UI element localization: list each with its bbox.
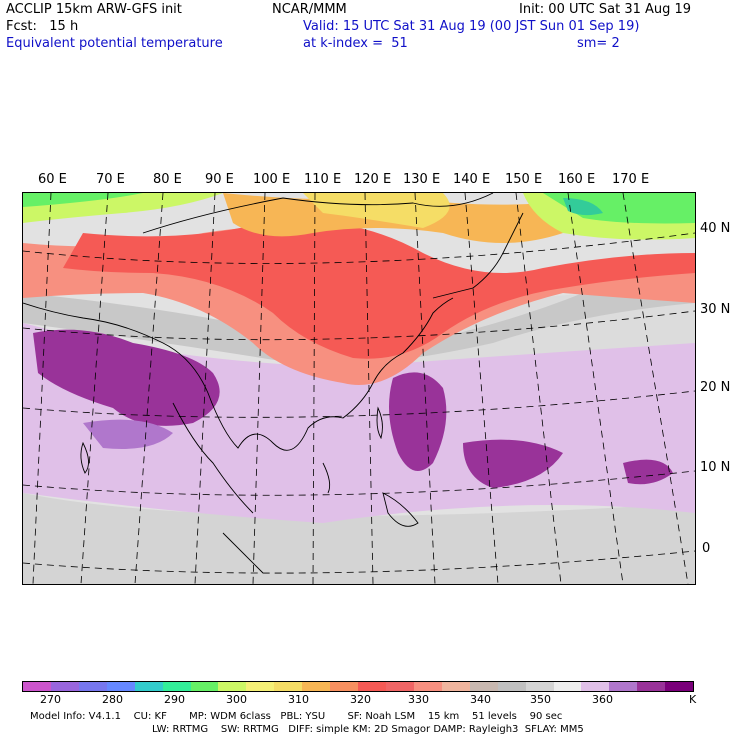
colorbar-swatch <box>581 682 610 691</box>
lon-label: 170 E <box>612 172 650 187</box>
colorbar-tick-label: 290 <box>164 693 185 706</box>
colorbar-tick-label: 320 <box>350 693 371 706</box>
colorbar-tick-label: 300 <box>226 693 247 706</box>
forecast-hour: Fcst: 15 h <box>6 19 79 34</box>
lon-label: 100 E <box>253 172 291 187</box>
lat-label: 0 <box>702 541 711 556</box>
lon-label: 90 E <box>205 172 234 187</box>
colorbar-unit: K <box>689 693 697 706</box>
colorbar-swatch <box>274 682 303 691</box>
colorbar-swatch <box>162 682 191 691</box>
colorbar-swatch <box>553 682 582 691</box>
lon-label: 110 E <box>304 172 342 187</box>
colorbar-swatch <box>106 682 135 691</box>
lon-label: 140 E <box>453 172 491 187</box>
valid-time: Valid: 15 UTC Sat 31 Aug 19 (00 JST Sun … <box>303 19 640 34</box>
lat-label: 40 N <box>700 221 731 236</box>
level-index: at k-index = 51 <box>303 36 408 51</box>
colorbar-swatch <box>50 682 79 691</box>
colorbar-swatch <box>134 682 163 691</box>
colorbar-swatch <box>609 682 638 691</box>
colorbar-swatch <box>525 682 554 691</box>
lat-label: 20 N <box>700 380 731 395</box>
lon-label: 120 E <box>354 172 392 187</box>
colorbar-tick-label: 340 <box>470 693 491 706</box>
colorbar-tick-label: 330 <box>408 693 429 706</box>
colorbar-swatch <box>637 682 666 691</box>
smoothing-label: sm= 2 <box>577 36 620 51</box>
equivalent-potential-temperature-map <box>23 193 695 584</box>
lon-label: 130 E <box>403 172 441 187</box>
lat-label: 10 N <box>700 460 731 475</box>
organization-label: NCAR/MMM <box>272 2 347 17</box>
colorbar <box>22 681 694 692</box>
lon-label: 80 E <box>153 172 182 187</box>
colorbar-tick-label: 270 <box>40 693 61 706</box>
lat-label: 30 N <box>700 302 731 317</box>
colorbar-tick-label: 360 <box>592 693 613 706</box>
lon-label: 60 E <box>38 172 67 187</box>
colorbar-swatch <box>78 682 107 691</box>
map-panel <box>22 192 696 585</box>
field-name: Equivalent potential temperature <box>6 36 223 51</box>
model-info-line-2: LW: RRTMG SW: RRTMG DIFF: simple KM: 2D … <box>152 724 584 735</box>
model-title: ACCLIP 15km ARW-GFS init <box>6 2 182 17</box>
colorbar-swatch <box>190 682 219 691</box>
colorbar-swatch <box>413 682 442 691</box>
colorbar-swatch <box>358 682 386 691</box>
colorbar-swatch <box>218 682 247 691</box>
lon-label: 70 E <box>96 172 125 187</box>
colorbar-swatch <box>469 682 498 691</box>
lon-label: 160 E <box>558 172 596 187</box>
colorbar-tick-label: 310 <box>288 693 309 706</box>
colorbar-swatch <box>302 682 331 691</box>
colorbar-swatch <box>497 682 526 691</box>
colorbar-swatch <box>385 682 414 691</box>
colorbar-swatch <box>665 682 694 691</box>
colorbar-swatch <box>23 682 51 691</box>
colorbar-tick-label: 350 <box>530 693 551 706</box>
model-info-line-1: Model Info: V4.1.1 CU: KF MP: WDM 6class… <box>30 711 563 722</box>
colorbar-swatch <box>441 682 470 691</box>
colorbar-swatch <box>246 682 275 691</box>
colorbar-swatch <box>330 682 359 691</box>
lon-label: 150 E <box>505 172 543 187</box>
init-time: Init: 00 UTC Sat 31 Aug 19 <box>519 2 692 17</box>
colorbar-tick-label: 280 <box>102 693 123 706</box>
